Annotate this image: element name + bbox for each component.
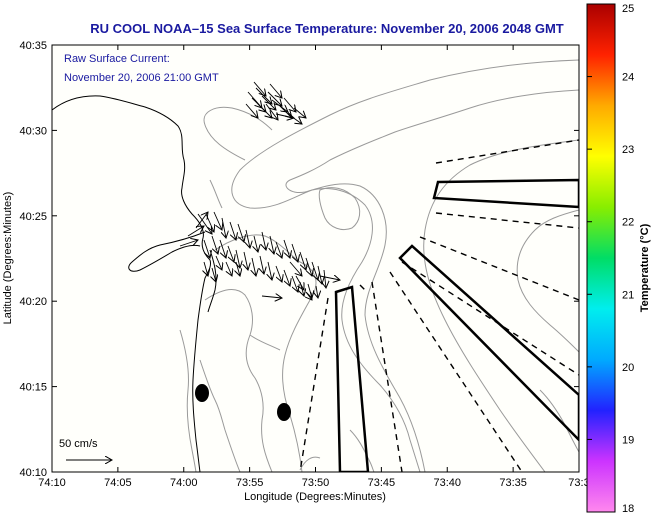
colorbar-tick-label: 21 <box>622 289 634 301</box>
current-vector <box>236 261 240 276</box>
current-vector <box>324 269 326 288</box>
current-vector <box>293 107 306 118</box>
y-tick-label: 40:20 <box>19 296 47 308</box>
y-tick-label: 40:15 <box>19 382 47 394</box>
x-tick-label: 73:3 <box>568 477 589 489</box>
scale-label: 50 cm/s <box>59 438 98 450</box>
y-tick-label: 40:30 <box>19 125 47 137</box>
current-annotation-line1: Raw Surface Current: <box>64 53 170 65</box>
current-vector <box>289 261 302 276</box>
colorbar <box>586 3 616 513</box>
plot-area <box>52 45 579 472</box>
radar-beam-outlines <box>334 178 579 472</box>
current-vector <box>261 95 276 110</box>
current-vector <box>275 265 282 282</box>
x-tick-label: 73:50 <box>302 477 330 489</box>
current-vector <box>222 217 226 238</box>
current-vector <box>203 239 210 258</box>
current-vector <box>283 269 290 286</box>
current-vector <box>195 212 208 229</box>
current-vector <box>283 239 290 258</box>
radar-sector-lines <box>299 139 579 472</box>
y-axis-ticks: 40:10 40:15 40:20 40:25 40:30 40:35 <box>19 40 579 479</box>
current-vector <box>179 240 198 247</box>
current-vector <box>306 291 312 300</box>
current-vector <box>316 285 318 298</box>
current-vector <box>244 251 248 270</box>
current-vector <box>246 229 250 248</box>
x-tick-label: 73:45 <box>368 477 396 489</box>
x-tick-label: 74:10 <box>38 477 66 489</box>
x-tick-label: 73:40 <box>433 477 461 489</box>
x-tick-label: 73:35 <box>499 477 527 489</box>
bathymetry-contours <box>179 59 579 472</box>
colorbar-tick-label: 20 <box>622 362 634 374</box>
current-vector <box>268 261 272 280</box>
colorbar-tick-label: 23 <box>622 144 634 156</box>
current-vector <box>219 239 226 258</box>
y-tick-label: 40:35 <box>19 40 47 52</box>
current-vector <box>211 235 218 254</box>
current-vector <box>252 257 256 276</box>
y-tick-label: 40:10 <box>19 467 47 479</box>
raritan-bay-shore <box>128 231 206 272</box>
colorbar-tick-label: 18 <box>622 503 634 515</box>
current-vector <box>295 275 304 290</box>
current-vector <box>226 261 232 276</box>
chart-title: RU COOL NOAA–15 Sea Surface Temperature:… <box>90 21 564 36</box>
x-tick-label: 73:55 <box>236 477 264 489</box>
current-vector <box>227 245 234 262</box>
current-vector <box>291 275 298 292</box>
current-vector <box>275 114 294 118</box>
current-vector <box>257 103 272 118</box>
current-vector <box>269 83 282 98</box>
current-vector <box>265 103 278 120</box>
current-vector <box>216 255 222 270</box>
current-vector <box>305 257 312 276</box>
colorbar-tick-label: 24 <box>622 72 634 84</box>
current-vector <box>267 91 282 106</box>
x-tick-label: 74:00 <box>170 477 198 489</box>
current-vector <box>291 243 298 262</box>
current-vector <box>253 81 266 96</box>
current-vector <box>287 113 302 124</box>
current-vector <box>283 97 296 112</box>
current-vector <box>229 221 236 240</box>
x-axis-ticks: 74:10 74:05 74:00 73:55 73:50 73:45 73:40 73:35… <box>38 45 590 489</box>
current-vector <box>204 261 208 276</box>
x-tick-label: 74:05 <box>104 477 132 489</box>
current-vector <box>275 241 282 258</box>
colorbar-tick-label: 22 <box>622 217 634 229</box>
current-vector <box>319 276 340 280</box>
current-vector <box>254 235 258 252</box>
current-vector <box>270 235 274 254</box>
current-vector <box>261 296 282 298</box>
colorbar-label: Temperature (°C) <box>639 223 651 312</box>
current-vector <box>260 255 264 274</box>
station-marker <box>277 403 291 421</box>
current-vector <box>236 249 240 268</box>
y-axis-label: Latitude (Degrees:Minutes) <box>2 192 14 325</box>
map-layer <box>52 59 579 472</box>
current-vector <box>262 231 266 250</box>
current-vector <box>237 223 244 242</box>
current-vector <box>187 226 204 237</box>
colorbar-ticks: 18 19 20 21 22 23 24 25 <box>587 3 634 515</box>
surface-current-vectors <box>179 81 340 300</box>
colorbar-tick-label: 19 <box>622 434 634 446</box>
current-vector <box>213 211 222 230</box>
sandy-hook <box>207 249 217 313</box>
y-tick-label: 40:25 <box>19 211 47 223</box>
x-axis-label: Longitude (Degrees:Minutes) <box>244 491 386 503</box>
current-annotation-line2: November 20, 2006 21:00 GMT <box>64 72 219 84</box>
current-vector <box>212 267 216 282</box>
current-vector <box>299 251 306 270</box>
station-marker <box>195 384 209 402</box>
colorbar-tick-label: 25 <box>622 3 634 15</box>
current-vector <box>245 103 258 118</box>
